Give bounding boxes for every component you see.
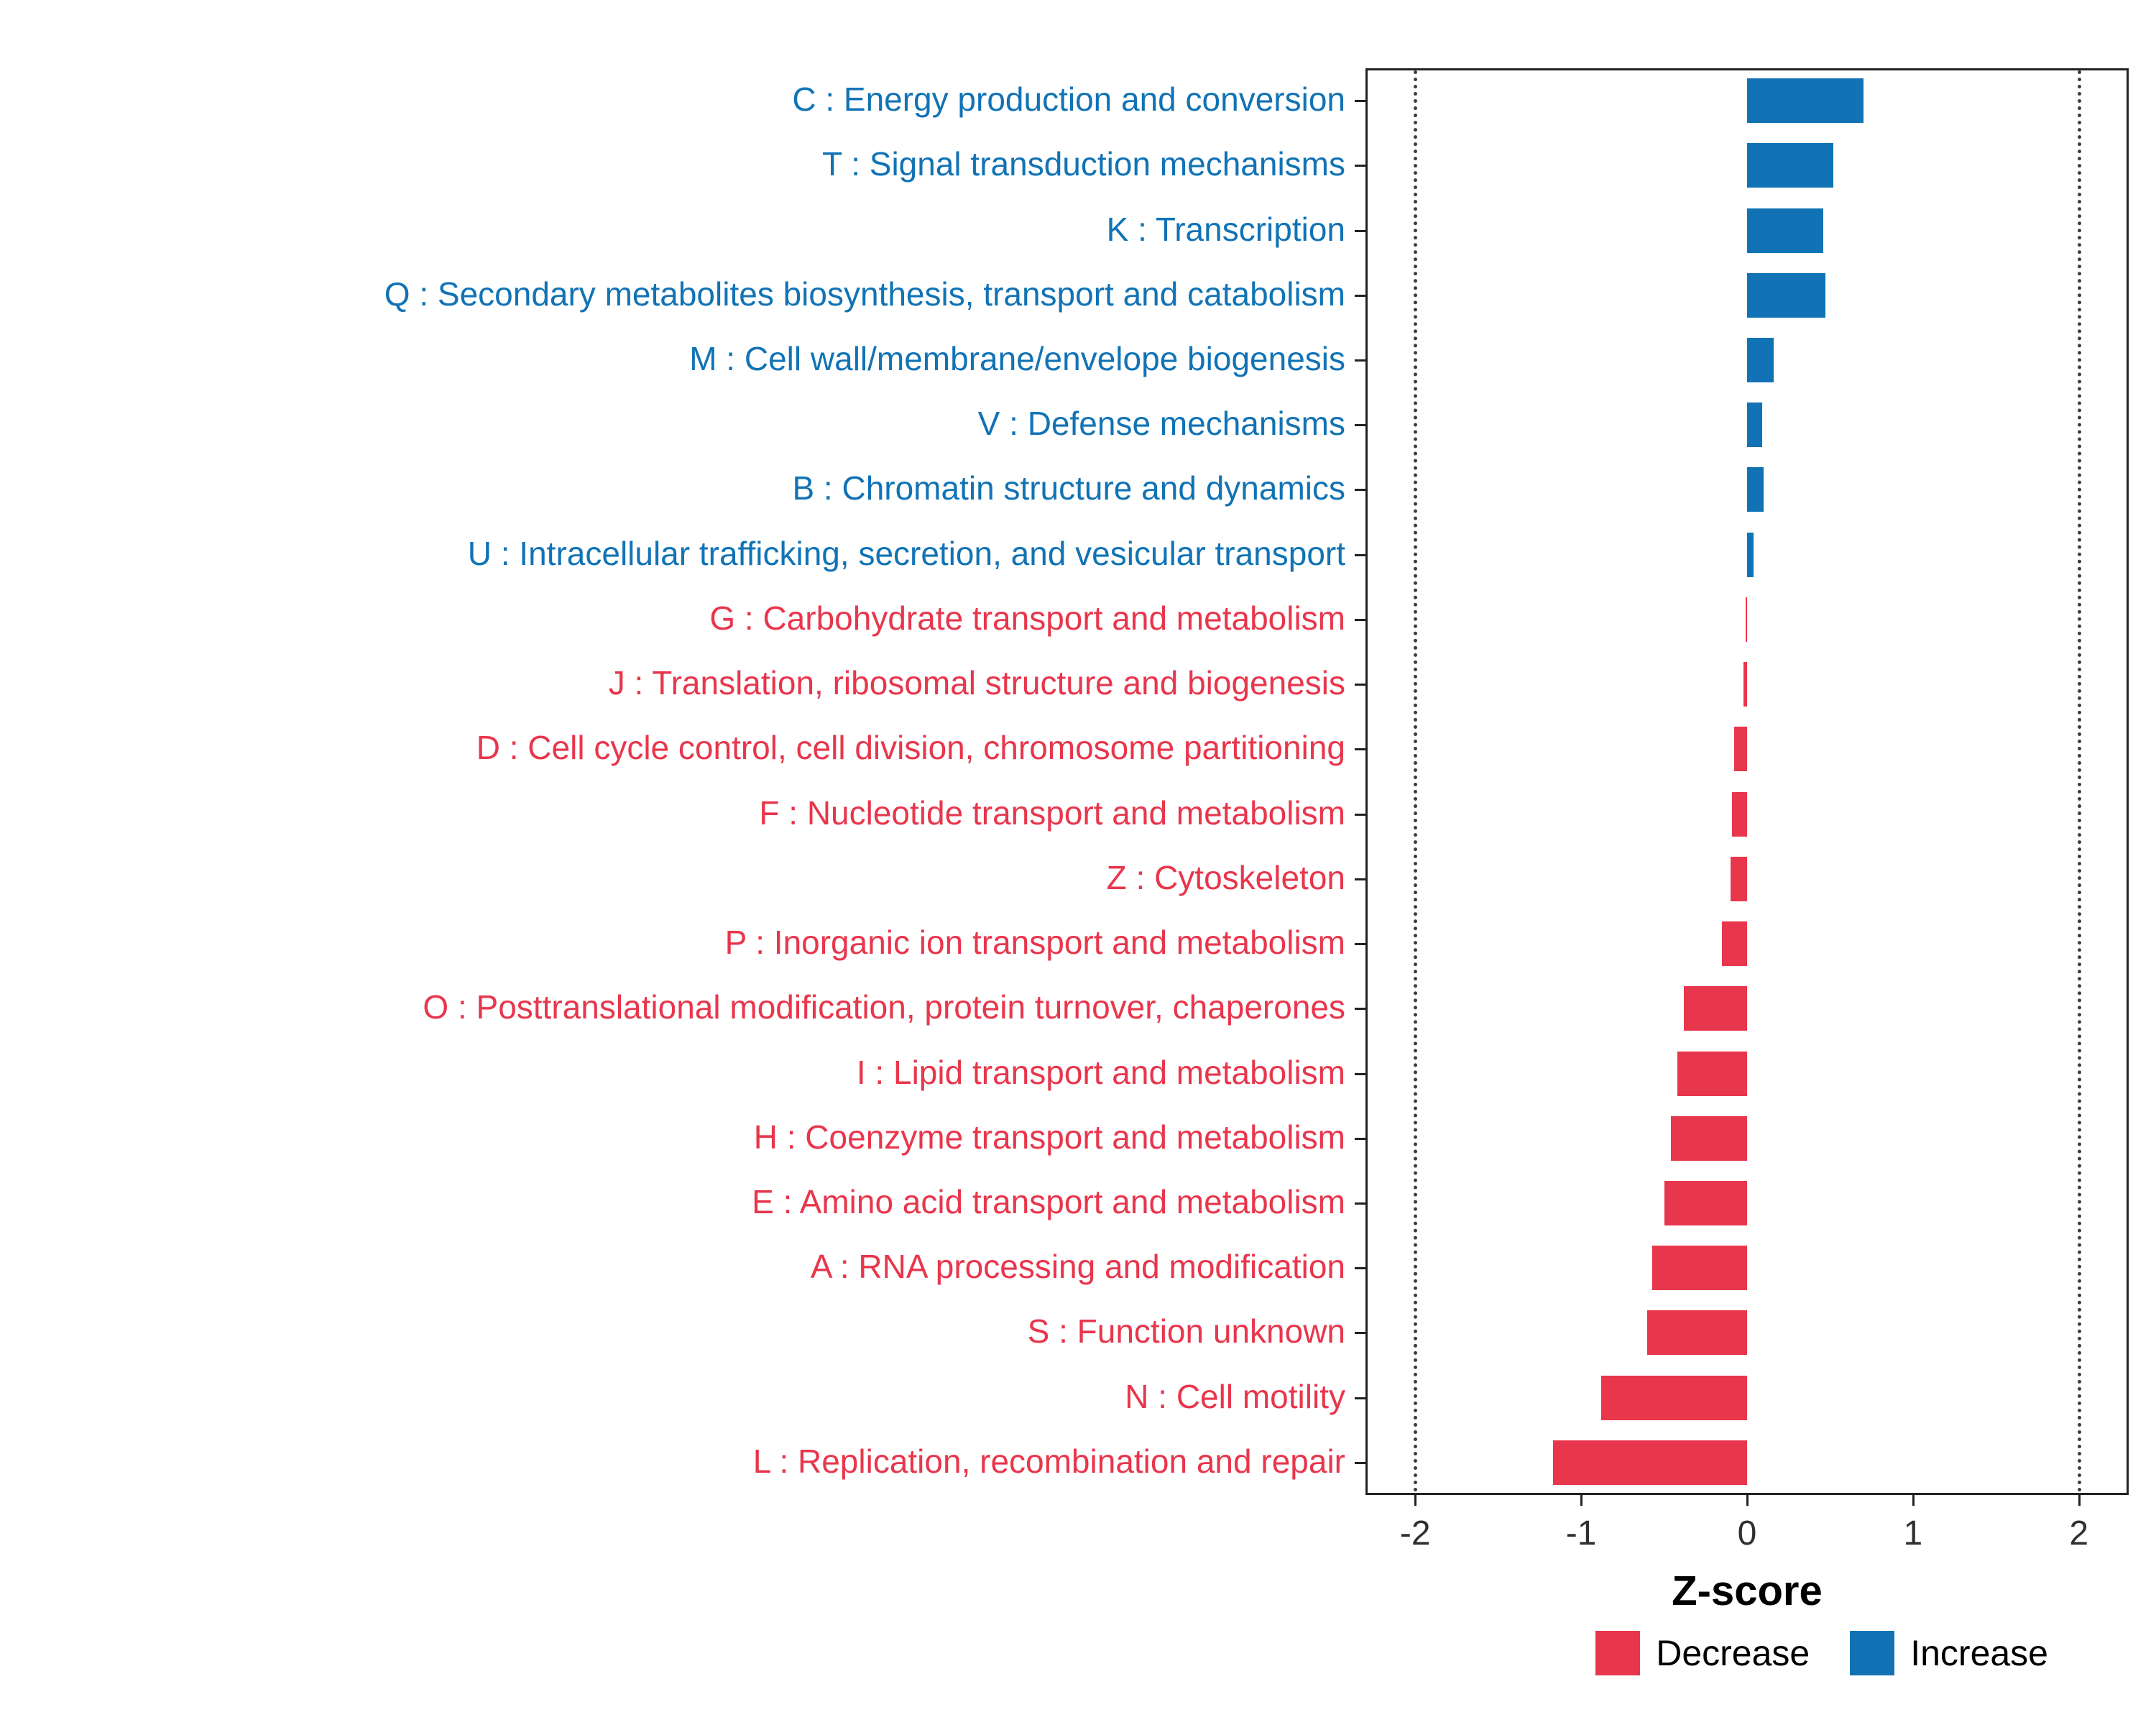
y-axis-tick	[1355, 294, 1365, 297]
bar-l	[1552, 1440, 1747, 1485]
x-tick-label: 1	[1903, 1514, 1923, 1552]
category-label: N : Cell motility	[1125, 1377, 1345, 1415]
category-label: S : Function unknown	[1027, 1312, 1345, 1351]
y-axis-tick	[1355, 165, 1365, 167]
y-axis-tick	[1355, 424, 1365, 427]
reference-line	[1414, 70, 1418, 1493]
bar-v	[1747, 402, 1762, 448]
y-axis-tick	[1355, 943, 1365, 946]
category-label: C : Energy production and conversion	[792, 80, 1345, 119]
y-axis-tick	[1355, 489, 1365, 492]
x-tick-label: 2	[2069, 1514, 2089, 1552]
y-axis-tick	[1355, 100, 1365, 103]
category-label: O : Posttranslational modification, prot…	[423, 988, 1345, 1026]
category-label: B : Chromatin structure and dynamics	[792, 469, 1345, 507]
bar-s	[1647, 1310, 1747, 1356]
x-axis-tick	[2078, 1495, 2081, 1506]
category-label: A : RNA processing and modification	[810, 1248, 1345, 1286]
bar-i	[1677, 1051, 1747, 1096]
x-axis-tick	[1746, 1495, 1749, 1506]
category-label: F : Nucleotide transport and metabolism	[759, 794, 1345, 832]
bar-a	[1652, 1246, 1747, 1291]
y-axis-tick	[1355, 553, 1365, 556]
category-label: U : Intracellular trafficking, secretion…	[467, 534, 1345, 572]
legend-label-decrease: Decrease	[1656, 1633, 1810, 1673]
category-label: J : Translation, ribosomal structure and…	[608, 664, 1345, 702]
y-axis-tick	[1355, 1137, 1365, 1140]
y-axis-tick	[1355, 1267, 1365, 1270]
legend-item-decrease: Decrease	[1595, 1631, 1810, 1675]
y-axis-tick	[1355, 1332, 1365, 1335]
category-label: K : Transcription	[1106, 210, 1345, 248]
category-label: I : Lipid transport and metabolism	[856, 1053, 1345, 1091]
bar-f	[1732, 791, 1747, 837]
x-axis-tick	[1414, 1495, 1417, 1506]
bar-n	[1600, 1375, 1747, 1420]
bar-e	[1664, 1180, 1747, 1225]
x-axis-tick	[1580, 1495, 1583, 1506]
y-axis-tick	[1355, 618, 1365, 621]
bar-z	[1730, 856, 1747, 901]
bar-b	[1747, 467, 1764, 512]
legend-swatch-increase	[1850, 1631, 1895, 1675]
y-axis-tick	[1355, 1008, 1365, 1011]
category-label: Z : Cytoskeleton	[1106, 858, 1345, 896]
category-label: L : Replication, recombination and repai…	[752, 1442, 1345, 1480]
category-label: T : Signal transduction mechanisms	[822, 145, 1345, 183]
y-axis-tick	[1355, 1461, 1365, 1464]
category-label: Q : Secondary metabolites biosynthesis, …	[384, 275, 1345, 313]
y-axis-tick	[1355, 878, 1365, 880]
bar-m	[1747, 338, 1774, 383]
y-axis-tick	[1355, 813, 1365, 816]
y-axis-tick	[1355, 229, 1365, 232]
x-tick-label: 0	[1737, 1514, 1757, 1552]
bar-p	[1722, 921, 1747, 967]
category-label: H : Coenzyme transport and metabolism	[753, 1118, 1345, 1156]
y-axis-tick	[1355, 1202, 1365, 1205]
legend-item-increase: Increase	[1850, 1631, 2048, 1675]
x-axis-tick	[1912, 1495, 1915, 1506]
bar-u	[1747, 532, 1754, 577]
reference-line	[2077, 70, 2081, 1493]
y-axis-tick	[1355, 359, 1365, 362]
x-axis-title: Z-score	[1672, 1568, 1823, 1614]
bar-q	[1747, 272, 1825, 318]
x-tick-label: -2	[1399, 1514, 1431, 1552]
bar-g	[1745, 597, 1747, 642]
bar-k	[1747, 208, 1824, 253]
y-axis-tick	[1355, 1072, 1365, 1075]
category-label: E : Amino acid transport and metabolism	[752, 1182, 1345, 1220]
x-tick-label: -1	[1565, 1514, 1597, 1552]
legend: Decrease Increase	[1595, 1628, 2048, 1678]
category-label: D : Cell cycle control, cell division, c…	[476, 729, 1345, 767]
y-axis-tick	[1355, 1397, 1365, 1399]
bar-o	[1684, 986, 1747, 1031]
bar-c	[1747, 78, 1864, 124]
y-axis-tick	[1355, 684, 1365, 686]
bar-j	[1743, 662, 1747, 707]
category-label: V : Defense mechanisms	[977, 405, 1345, 443]
legend-swatch-decrease	[1595, 1631, 1641, 1675]
category-label: G : Carbohydrate transport and metabolis…	[709, 599, 1345, 637]
bar-d	[1733, 727, 1747, 772]
category-label: P : Inorganic ion transport and metaboli…	[724, 924, 1345, 962]
category-label: M : Cell wall/membrane/envelope biogenes…	[689, 340, 1345, 378]
y-axis-tick	[1355, 748, 1365, 751]
bar-h	[1670, 1116, 1747, 1161]
legend-label-increase: Increase	[1910, 1633, 2048, 1673]
bar-t	[1747, 143, 1834, 188]
